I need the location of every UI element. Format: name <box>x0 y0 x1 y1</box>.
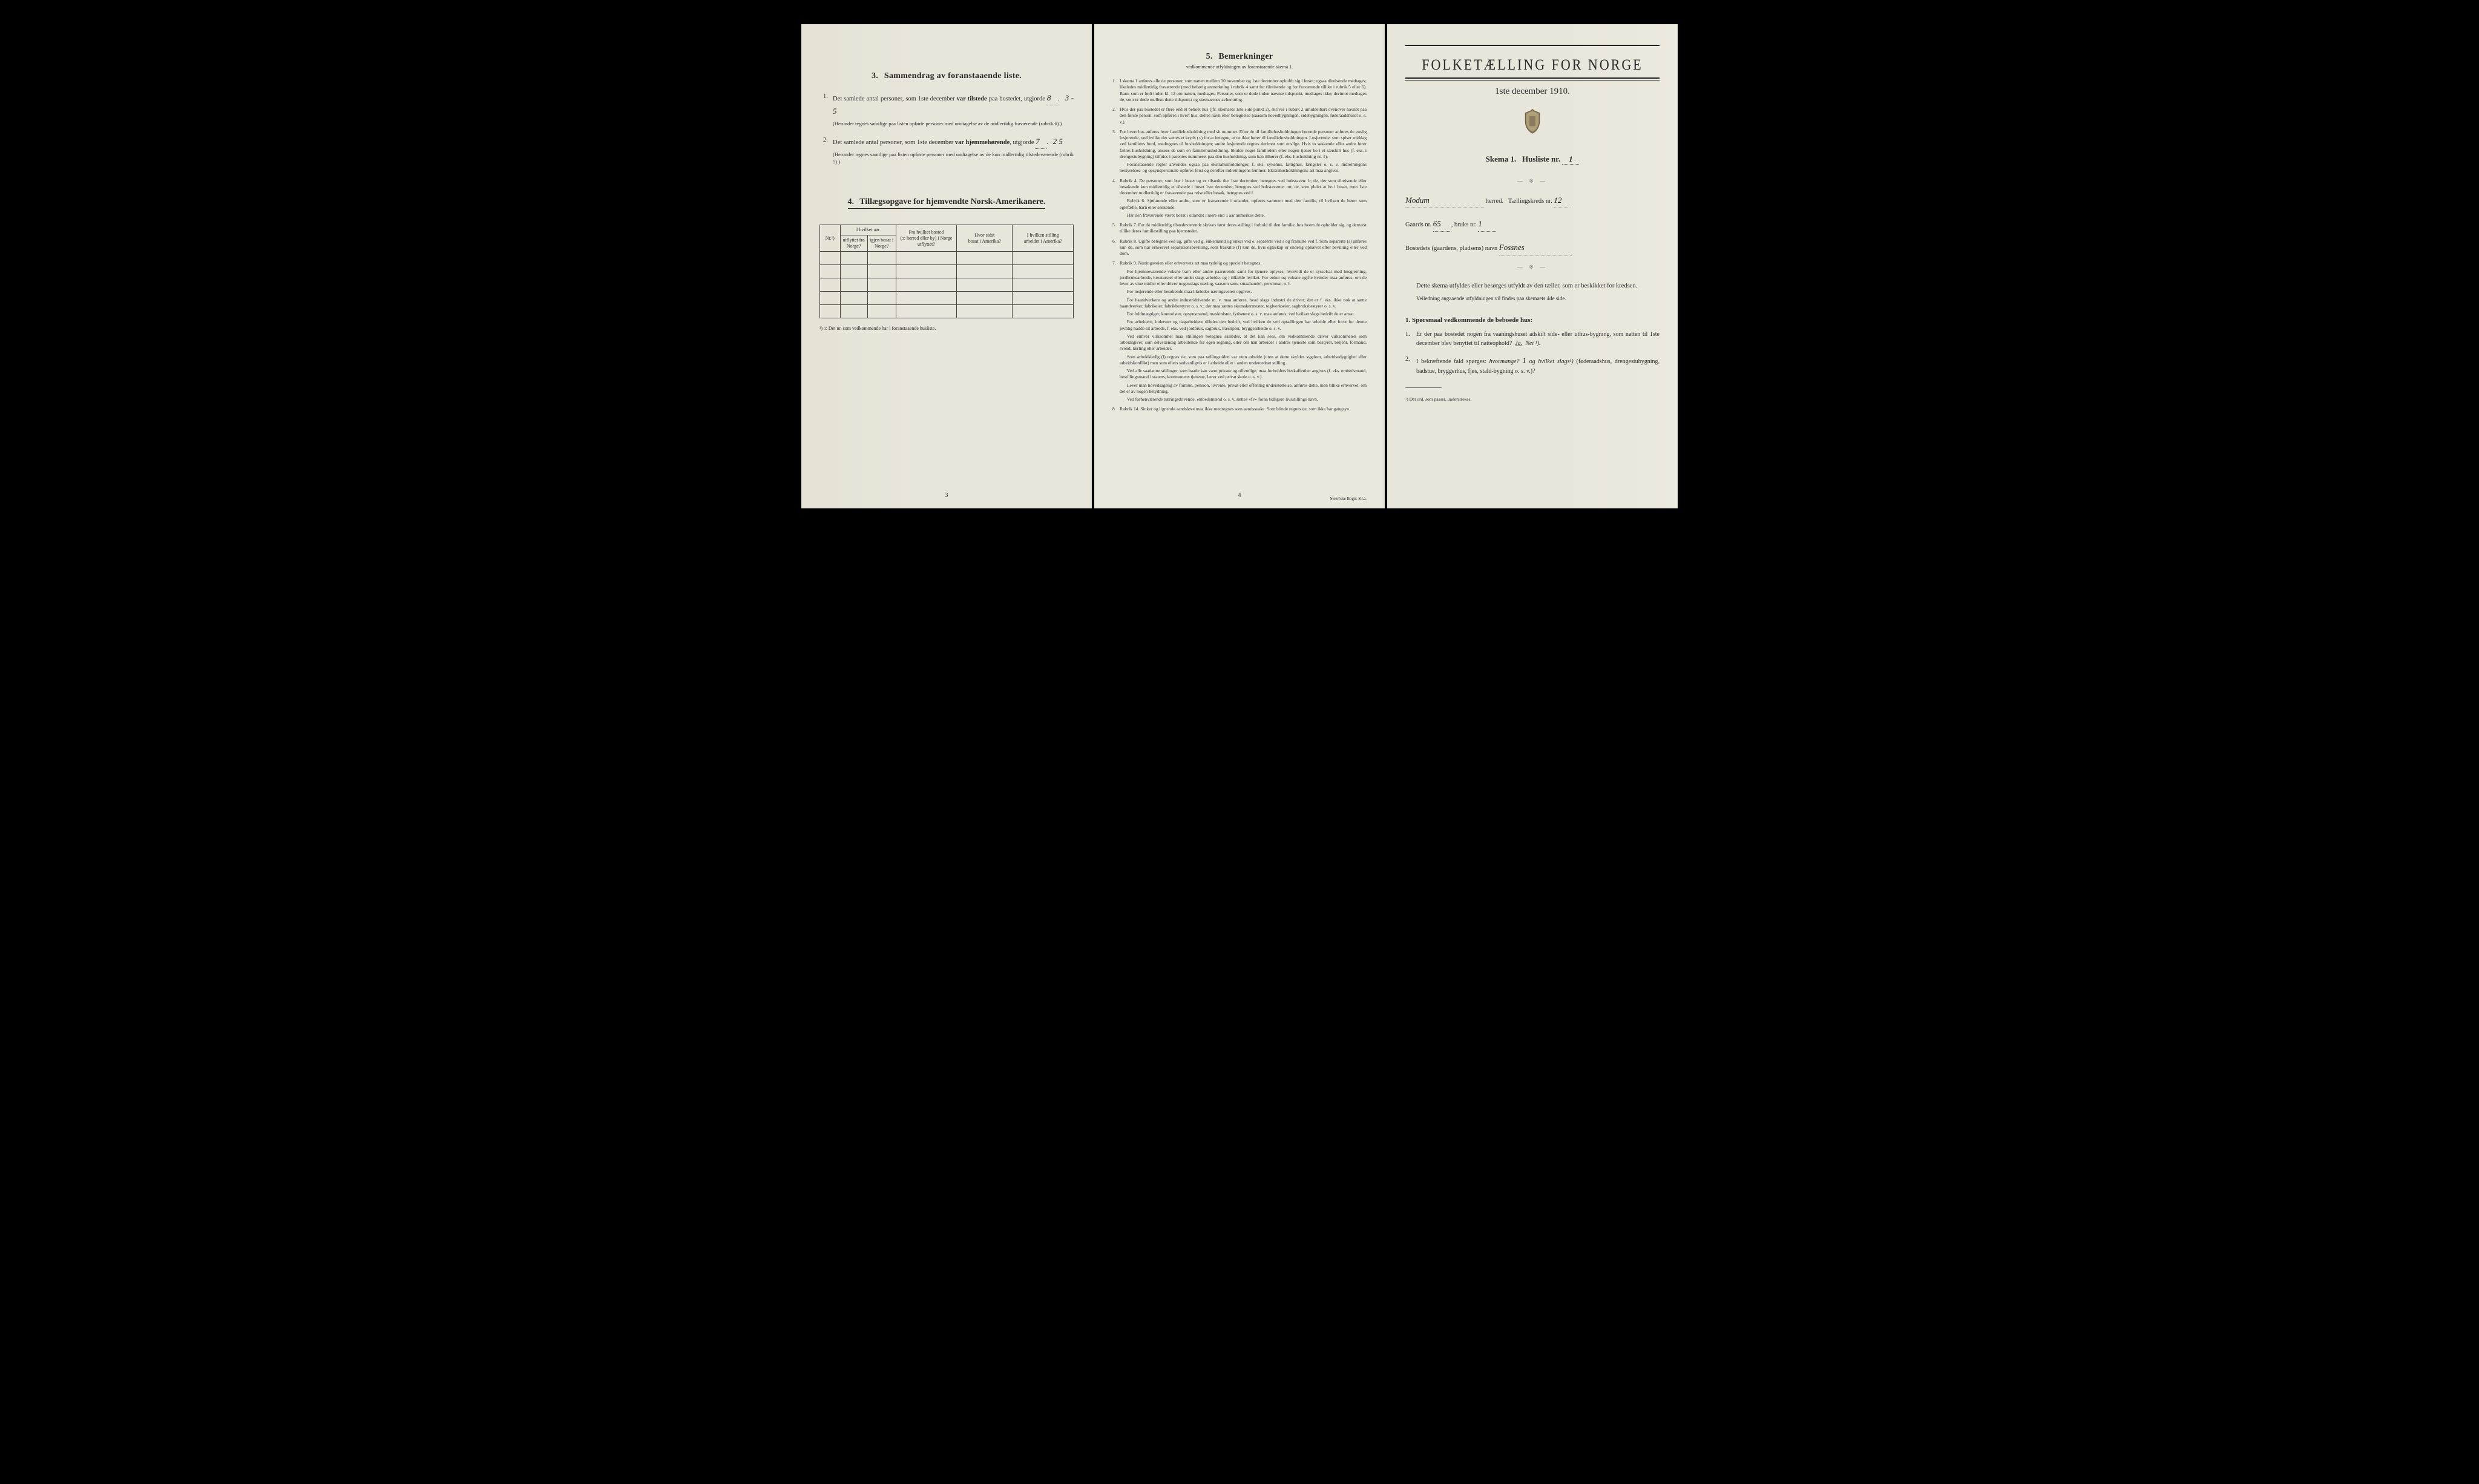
document-spread: 3. Sammendrag av foranstaaende liste. 1.… <box>801 24 1678 508</box>
remark-5: 5.Rubrik 7. For de midlertidig tilstedev… <box>1112 222 1367 235</box>
section-4-heading: Tillægsopgave for hjemvendte Norsk-Ameri… <box>859 197 1045 206</box>
na-table-body <box>820 252 1074 318</box>
intro-text: Dette skema utfyldes eller besørges utfy… <box>1405 281 1660 292</box>
printer-mark: Steen'ske Bogtr. Kr.a. <box>1330 496 1367 501</box>
section-3-num: 3. <box>872 71 878 80</box>
section-5-title: 5. Bemerkninger <box>1112 52 1367 62</box>
item2-note: (Herunder regnes samtlige paa listen opf… <box>833 151 1074 166</box>
item1-prefix: Det samlede antal personer, som 1ste dec… <box>833 96 955 102</box>
table-row <box>820 292 1074 305</box>
husliste-nr: 1 <box>1569 154 1573 163</box>
rule-mid-thick <box>1405 77 1660 79</box>
date-line: 1ste december 1910. <box>1405 87 1660 97</box>
q2-count: 1 <box>1522 356 1526 365</box>
item2-suffix: , utgjorde <box>1010 139 1034 146</box>
coat-of-arms-icon <box>1405 109 1660 137</box>
bosted-value: Fossnes <box>1499 243 1525 252</box>
section-5-num: 5. <box>1206 52 1213 61</box>
th-fra: Fra hvilket bosted(ɔ: herred eller by) i… <box>896 225 957 252</box>
table-row <box>820 252 1074 265</box>
item1-value: 8 <box>1047 93 1051 102</box>
remarks-list: 1.I skema 1 anføres alle de personer, so… <box>1112 78 1367 413</box>
bruk-nr: 1 <box>1478 219 1482 228</box>
bosted-row: Bostedets (gaardens, pladsens) navn Foss… <box>1405 240 1660 255</box>
main-title: FOLKETÆLLING FOR NORGE <box>1405 56 1660 74</box>
question-1: 1. Er der paa bostedet nogen fra vaaning… <box>1405 330 1660 349</box>
item2-bold: var hjemmehørende <box>955 139 1010 146</box>
gaard-row: Gaards nr. 65, bruks nr. 1 <box>1405 217 1660 232</box>
item2-extra: 2 5 <box>1053 137 1063 146</box>
page-1: FOLKETÆLLING FOR NORGE 1ste december 191… <box>1387 24 1678 508</box>
th-utflyttet: utflyttet fra Norge? <box>840 235 867 252</box>
th-year: I hvilket aar <box>840 225 896 235</box>
remark-1: 1.I skema 1 anføres alle de personer, so… <box>1112 78 1367 103</box>
table-row <box>820 305 1074 318</box>
remark-3: 3.For hvert hus anføres hver familiehush… <box>1112 129 1367 174</box>
question-list: 1. Er der paa bostedet nogen fra vaaning… <box>1405 330 1660 376</box>
th-nr: Nr.¹) <box>820 225 841 252</box>
herred-row: Modum herred. Tællingskreds nr. 12 <box>1405 193 1660 208</box>
intro-note: Veiledning angaaende utfyldningen vil fi… <box>1405 295 1660 303</box>
q1-nei: Nei ¹). <box>1525 340 1540 347</box>
section-5-heading: Bemerkninger <box>1219 52 1273 61</box>
remark-4: 4.Rubrik 4. De personer, som bor i huset… <box>1112 178 1367 219</box>
section-4-wrap: 4. Tillægsopgave for hjemvendte Norsk-Am… <box>819 174 1074 220</box>
th-stilling: I hvilken stillingarbeidet i Amerika? <box>1013 225 1074 252</box>
item1-bold: var tilstede <box>957 96 987 102</box>
summary-item-1: 1. Det samlede antal personer, som 1ste … <box>823 92 1074 127</box>
item2-value: 7 <box>1036 137 1040 146</box>
table-row <box>820 278 1074 292</box>
section-3-title: 3. Sammendrag av foranstaaende liste. <box>819 71 1074 81</box>
page-4: 5. Bemerkninger vedkommende utfyldningen… <box>1094 24 1385 508</box>
section-4-title: 4. Tillægsopgave for hjemvendte Norsk-Am… <box>848 197 1046 209</box>
footnote-rule <box>1405 387 1442 388</box>
remark-7: 7.Rubrik 9. Næringsveien eller erhvervet… <box>1112 260 1367 402</box>
herred-value: Modum <box>1405 195 1430 205</box>
item1-suffix: paa bostedet, utgjorde <box>989 96 1045 102</box>
section-3-heading: Sammendrag av foranstaaende liste. <box>884 71 1022 80</box>
summary-item-2: 2. Det samlede antal personer, som 1ste … <box>823 136 1074 166</box>
question-heading: 1. Spørsmaal vedkommende de beboede hus: <box>1405 317 1660 324</box>
gaard-nr: 65 <box>1433 219 1441 228</box>
item1-note: (Herunder regnes samtlige paa listen opf… <box>833 120 1074 128</box>
remark-2: 2.Hvis der paa bostedet er flere end ét … <box>1112 107 1367 125</box>
form-label: Skema 1. Husliste nr. 1 <box>1405 154 1660 165</box>
page3-number: 3 <box>945 492 948 499</box>
item2-prefix: Det samlede antal personer, som 1ste dec… <box>833 139 953 146</box>
remark-8: 8.Rubrik 14. Sinker og lignende aandsløv… <box>1112 406 1367 412</box>
ornament-icon-2: — ※ — <box>1405 264 1660 271</box>
remark-6: 6.Rubrik 8. Ugifte betegnes ved ug, gift… <box>1112 238 1367 257</box>
page1-footnote: ¹) Det ord, som passer, understrekes. <box>1405 396 1660 402</box>
question-2: 2. I bekræftende fald spørges: hvormange… <box>1405 355 1660 376</box>
ornament-icon: — ※ — <box>1405 178 1660 185</box>
summary-list: 1. Det samlede antal personer, som 1ste … <box>823 92 1074 166</box>
page4-number: 4 <box>1238 492 1241 499</box>
kreds-nr: 12 <box>1554 195 1561 205</box>
rule-top-thick <box>1405 45 1660 46</box>
norsk-amerikanere-table: Nr.¹) I hvilket aar Fra hvilket bosted(ɔ… <box>819 225 1074 318</box>
section-5-sub: vedkommende utfyldningen av foranstaaend… <box>1112 64 1367 70</box>
section-4-num: 4. <box>848 197 855 206</box>
th-hvor: Hvor sidstbosat i Amerika? <box>957 225 1013 252</box>
th-bosat: igjen bosat i Norge? <box>867 235 896 252</box>
page-3: 3. Sammendrag av foranstaaende liste. 1.… <box>801 24 1092 508</box>
q1-ja: Ja. <box>1515 340 1522 347</box>
page3-footnote: ¹) ɔ: Det nr. som vedkommende har i fora… <box>819 326 1074 331</box>
table-row <box>820 265 1074 278</box>
